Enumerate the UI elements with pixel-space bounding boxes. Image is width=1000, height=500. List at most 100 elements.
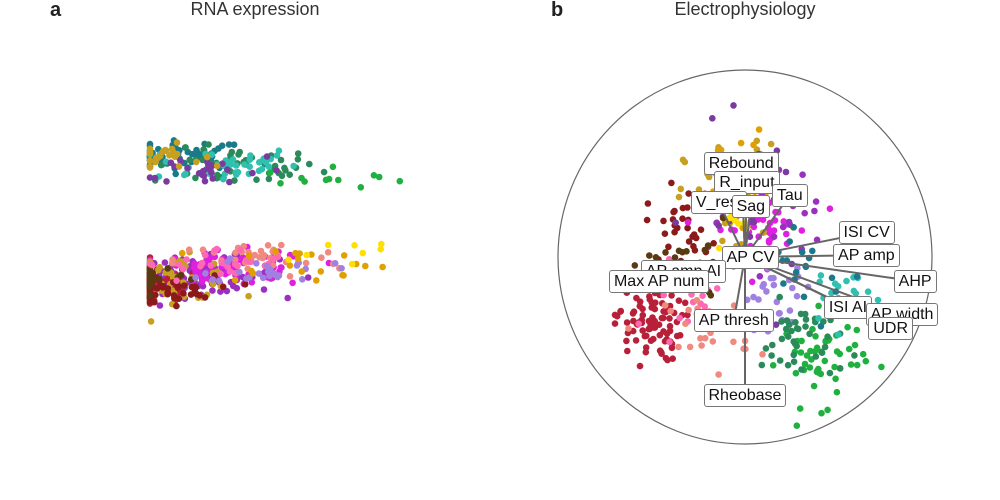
rna-point	[264, 268, 272, 276]
rna-point	[192, 174, 199, 182]
feature-label-ahp: AHP	[893, 269, 937, 293]
ephys-point	[790, 351, 797, 359]
rna-point	[147, 318, 155, 325]
ephys-point	[783, 317, 791, 324]
rna-point	[161, 259, 169, 266]
rna-point	[292, 249, 299, 257]
ephys-point	[693, 297, 701, 304]
ephys-point	[660, 217, 667, 225]
rna-point	[217, 270, 224, 278]
rna-point	[359, 249, 367, 257]
rna-point	[306, 160, 313, 168]
ephys-point	[784, 333, 792, 340]
ephys-point	[668, 179, 675, 187]
ephys-point	[780, 218, 787, 225]
ephys-point	[662, 354, 670, 362]
ephys-point	[671, 207, 678, 215]
rna-point	[362, 262, 369, 270]
rna-point	[163, 178, 170, 185]
ephys-point	[750, 218, 758, 226]
ephys-point	[778, 335, 786, 343]
rna-point	[236, 268, 243, 276]
rna-point	[298, 268, 306, 275]
rna-point	[377, 245, 385, 253]
ephys-point	[756, 273, 764, 280]
feature-label-ap-thresh: AP thresh	[693, 309, 774, 333]
rna-point	[232, 162, 240, 169]
ephys-point	[624, 347, 631, 355]
ephys-point	[821, 357, 829, 365]
ephys-point	[831, 280, 839, 288]
rna-point	[198, 278, 206, 285]
rna-point	[235, 151, 242, 158]
ephys-point	[821, 343, 829, 351]
ephys-point	[639, 327, 646, 334]
ephys-point	[679, 204, 687, 212]
ephys-point	[697, 226, 705, 233]
ephys-point	[629, 310, 637, 317]
rna-point	[151, 174, 159, 182]
ephys-point	[758, 361, 766, 369]
ephys-point	[641, 332, 649, 340]
ephys-point	[798, 248, 806, 256]
ephys-point	[786, 307, 794, 314]
rna-point	[186, 156, 193, 164]
feature-label-max-ap-num: Max AP num	[608, 269, 710, 293]
rna-point	[175, 162, 183, 170]
rna-point	[228, 148, 236, 156]
rna-point	[201, 294, 209, 301]
rna-point	[201, 177, 209, 185]
ephys-point	[652, 253, 660, 261]
ephys-point	[699, 292, 706, 300]
rna-point	[146, 260, 154, 268]
rna-point	[233, 284, 241, 292]
ephys-point	[797, 349, 805, 356]
rna-point	[209, 287, 216, 294]
ephys-point	[788, 327, 795, 335]
rna-point	[156, 302, 164, 309]
rna-point	[155, 266, 162, 274]
rna-point	[218, 259, 225, 267]
rna-point	[258, 165, 266, 173]
rna-point	[163, 147, 170, 154]
rna-point	[191, 288, 199, 295]
rna-point	[318, 254, 325, 261]
rna-point	[164, 265, 171, 272]
rna-point	[201, 251, 209, 259]
ephys-point	[636, 302, 644, 310]
ephys-point	[817, 272, 825, 279]
ephys-point	[826, 369, 834, 377]
ephys-point	[668, 292, 675, 299]
rna-point	[156, 275, 163, 283]
ephys-point	[715, 371, 722, 378]
ephys-point	[675, 343, 682, 351]
rna-point	[224, 258, 232, 265]
rna-point	[234, 168, 242, 176]
ephys-point	[681, 299, 689, 307]
ephys-point	[646, 293, 653, 300]
ephys-point	[750, 223, 758, 231]
unit-circle	[557, 69, 933, 445]
rna-point	[324, 249, 332, 256]
ephys-point	[730, 102, 737, 109]
panel-title-ephys: Electrophysiology	[674, 0, 816, 19]
ephys-point	[625, 325, 632, 332]
ephys-point	[735, 220, 742, 227]
rna-point	[199, 246, 207, 253]
ephys-point	[760, 280, 767, 288]
ephys-point	[828, 274, 836, 282]
ephys-point	[789, 284, 796, 292]
rna-point	[226, 268, 234, 275]
rna-point	[213, 162, 221, 170]
ephys-point	[692, 234, 700, 242]
rna-point	[146, 280, 154, 288]
ephys-point	[647, 337, 655, 345]
feature-label-r-input: R_input	[714, 170, 780, 194]
ephys-point	[658, 314, 666, 322]
ephys-point	[844, 323, 851, 331]
ephys-point	[679, 215, 686, 222]
rna-point	[348, 260, 356, 268]
ephys-point	[690, 243, 697, 250]
